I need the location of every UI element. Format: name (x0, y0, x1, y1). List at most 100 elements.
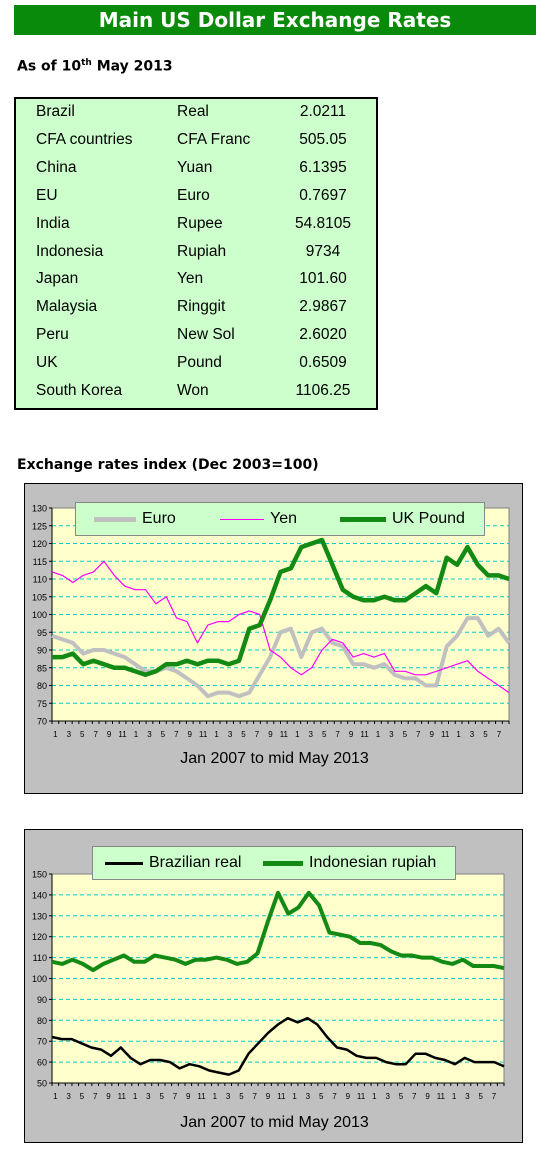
as-of-date: As of 10th May 2013 (17, 58, 173, 75)
x-tick-label: 3 (146, 1092, 151, 1101)
x-tick-label: 1 (53, 1092, 58, 1101)
x-tick-label: 9 (429, 730, 434, 739)
x-tick-label: 1 (133, 1092, 138, 1101)
x-tick-label: 9 (186, 1092, 191, 1101)
y-tick-label: 115 (33, 557, 47, 567)
y-tick-label: 140 (32, 890, 47, 900)
y-tick-label: 85 (37, 663, 47, 673)
series-line-yen (51, 560, 510, 694)
x-tick-label: 3 (309, 730, 314, 739)
legend-yen-label: Yen (270, 510, 297, 527)
x-tick-label: 9 (188, 730, 193, 739)
x-tick-label: 11 (277, 1092, 286, 1101)
rate-currency: New Sol (177, 326, 235, 344)
x-tick-label: 7 (335, 730, 340, 739)
y-tick-label: 70 (37, 1037, 47, 1047)
page-title: Main US Dollar Exchange Rates (14, 5, 536, 35)
rate-country: Malaysia (36, 298, 98, 316)
x-tick-label: 5 (399, 1092, 404, 1101)
rate-country: Brazil (36, 103, 75, 120)
x-tick-label: 9 (268, 730, 273, 739)
x-tick-label: 1 (456, 730, 461, 739)
x-tick-label: 3 (385, 1092, 390, 1101)
rate-currency: Pound (177, 354, 222, 372)
rate-value: 1106.25 (295, 382, 351, 399)
rate-currency: CFA Franc (177, 130, 251, 148)
y-tick-label: 75 (37, 699, 47, 709)
rate-row: CFA countries CFA Franc 505.05 (16, 127, 376, 155)
legend-brazilian-real: Brazilian real (105, 854, 241, 872)
y-tick-label: 105 (32, 592, 47, 602)
rate-country: South Korea (36, 382, 123, 399)
x-tick-label: 5 (322, 730, 327, 739)
x-tick-label: 5 (239, 1092, 244, 1101)
series-line-euro (51, 616, 511, 699)
x-tick-label: 5 (483, 730, 488, 739)
legend-uk-pound: UK Pound (340, 510, 465, 528)
y-tick-label: 70 (37, 717, 47, 727)
x-tick-label: 3 (228, 730, 233, 739)
rate-country: Indonesia (36, 242, 104, 260)
y-tick-label: 95 (37, 628, 47, 638)
x-tick-label: 7 (492, 1092, 497, 1101)
x-tick-label: 3 (306, 1092, 311, 1101)
x-tick-label: 7 (497, 730, 502, 739)
rate-value: 2.9867 (299, 298, 347, 316)
x-tick-label: 1 (134, 730, 139, 739)
x-tick-label: 7 (93, 730, 98, 739)
x-tick-label: 7 (93, 1092, 98, 1101)
y-tick-label: 120 (32, 539, 47, 549)
rate-row: India Rupee 54.8105 (16, 211, 376, 239)
x-tick-label: 11 (437, 1092, 446, 1101)
y-tick-label: 90 (37, 995, 47, 1005)
x-tick-label: 5 (241, 730, 246, 739)
rate-value: 0.7697 (299, 186, 347, 204)
x-tick-label: 3 (67, 730, 72, 739)
rate-currency: Euro (177, 186, 210, 204)
x-tick-label: 11 (357, 1092, 366, 1101)
rate-row: UK Pound 0.6509 (16, 350, 376, 378)
rate-row: China Yuan 6.1395 (16, 155, 376, 183)
x-tick-label: 11 (118, 1092, 127, 1101)
index-chart-legend: Euro Yen UK Pound (75, 502, 485, 536)
x-tick-label: 1 (376, 730, 381, 739)
x-tick-label: 7 (416, 730, 421, 739)
x-tick-label: 1 (452, 1092, 457, 1101)
rate-row: Peru New Sol 2.6020 (16, 322, 376, 350)
x-tick-label: 1 (53, 730, 58, 739)
x-tick-label: 11 (360, 730, 369, 739)
x-tick-label: 9 (106, 1092, 111, 1101)
rate-value: 54.8105 (294, 214, 352, 232)
x-tick-label: 11 (197, 1092, 206, 1101)
x-tick-label: 7 (332, 1092, 337, 1101)
legend-brazilian-real-label: Brazilian real (149, 854, 242, 871)
x-tick-label: 1 (292, 1092, 297, 1101)
x-tick-label: 1 (213, 1092, 218, 1101)
rate-value: 505.05 (299, 130, 347, 148)
rate-currency: Yen (177, 270, 204, 288)
legend-indonesian-rupiah: Indonesian rupiah (263, 854, 436, 872)
y-tick-label: 100 (32, 610, 47, 620)
rate-currency: Rupiah (177, 242, 227, 260)
x-tick-label: 7 (253, 1092, 258, 1101)
x-tick-label: 7 (174, 730, 179, 739)
rate-row: South Korea Won 1106.25 (16, 378, 376, 406)
x-tick-label: 11 (199, 730, 208, 739)
legend-euro-label: Euro (142, 510, 176, 527)
y-tick-label: 90 (37, 646, 47, 656)
x-tick-label: 3 (389, 730, 394, 739)
x-tick-label: 7 (412, 1092, 417, 1101)
x-tick-label: 7 (255, 730, 260, 739)
rate-country: Peru (36, 326, 69, 344)
y-tick-label: 130 (32, 504, 47, 514)
legend-uk-pound-swatch (340, 516, 386, 522)
x-tick-label: 3 (470, 730, 475, 739)
rate-row: Malaysia Ringgit 2.9867 (16, 294, 376, 322)
rate-country: EU (36, 186, 58, 204)
x-tick-label: 3 (147, 730, 152, 739)
x-tick-label: 1 (214, 730, 219, 739)
exchange-rates-table: Brazil Real 2.0211 CFA countries CFA Franc 50… (14, 97, 378, 410)
legend-indonesian-rupiah-swatch (263, 860, 303, 866)
rate-country: India (36, 214, 70, 232)
